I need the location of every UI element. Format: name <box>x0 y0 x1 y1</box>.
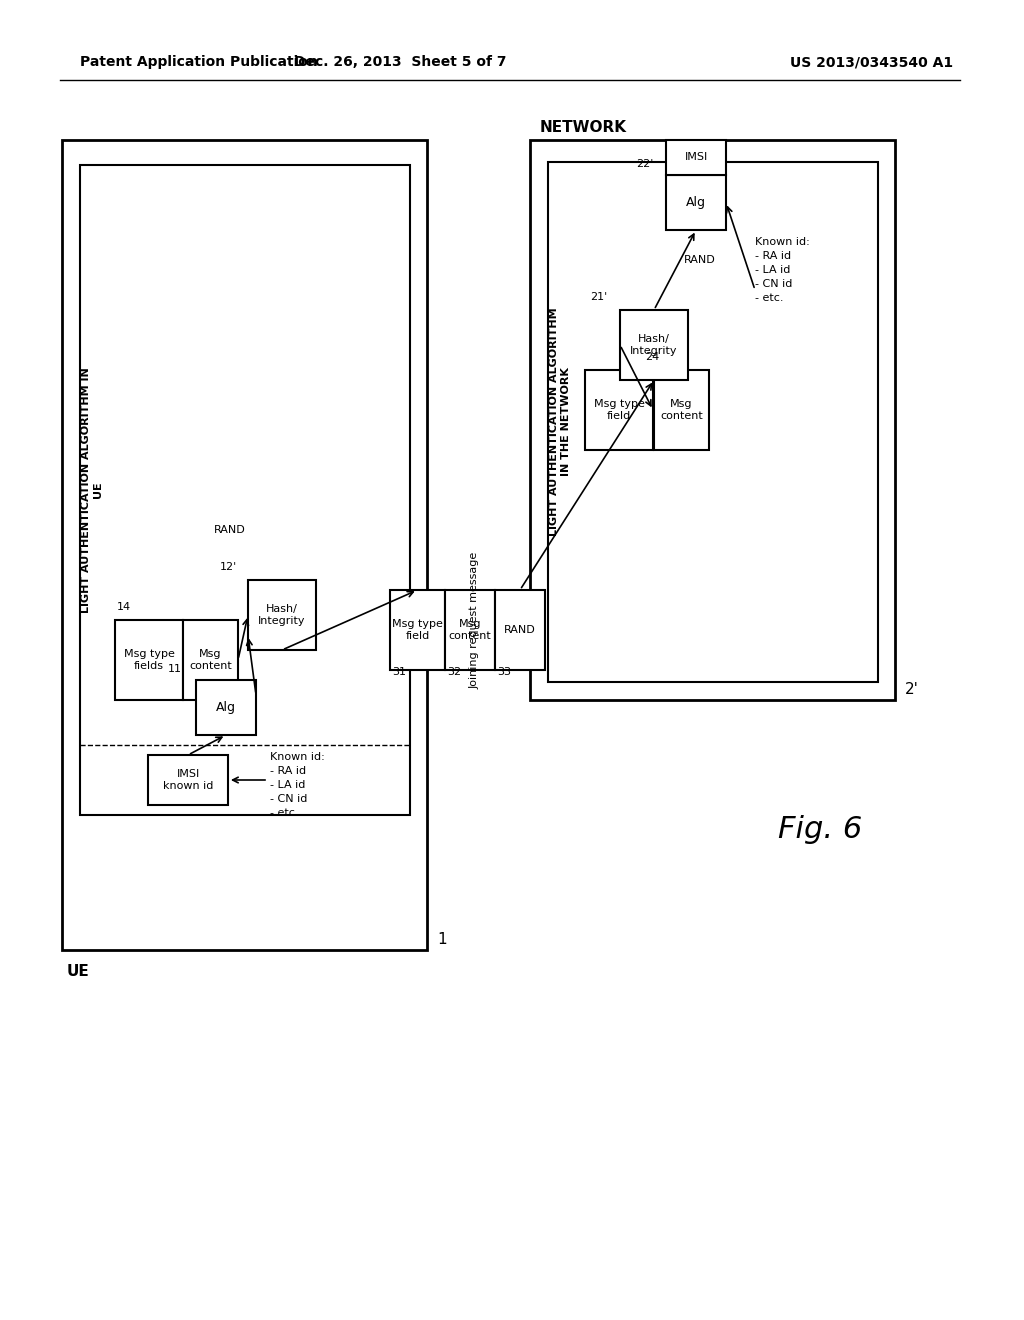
Text: Dec. 26, 2013  Sheet 5 of 7: Dec. 26, 2013 Sheet 5 of 7 <box>294 55 506 69</box>
Text: LIGHT AUTHENTICATION ALGORITHM IN
UE: LIGHT AUTHENTICATION ALGORITHM IN UE <box>81 367 102 612</box>
Bar <box>248 579 316 649</box>
Text: 12': 12' <box>220 562 238 572</box>
Text: Known id:
- RA id
- LA id
- CN id
- etc.: Known id: - RA id - LA id - CN id - etc. <box>270 752 325 818</box>
Bar <box>390 590 445 671</box>
Text: 14: 14 <box>117 602 131 612</box>
Text: 32: 32 <box>447 667 461 677</box>
Text: Joining request message: Joining request message <box>470 552 480 689</box>
Text: Alg: Alg <box>686 195 706 209</box>
Bar <box>495 590 545 671</box>
Text: 24: 24 <box>645 352 659 362</box>
Text: 33: 33 <box>497 667 511 677</box>
Text: RAND: RAND <box>684 255 716 265</box>
Bar <box>666 176 726 230</box>
Text: Msg
content: Msg content <box>449 619 492 640</box>
Bar <box>445 590 495 671</box>
Bar <box>620 310 688 380</box>
Bar <box>548 162 878 682</box>
Text: RAND: RAND <box>504 624 536 635</box>
Text: Fig. 6: Fig. 6 <box>778 816 862 845</box>
Bar <box>654 370 709 450</box>
Bar <box>585 370 653 450</box>
Text: Msg
content: Msg content <box>189 649 231 671</box>
Bar <box>80 165 410 814</box>
Text: LIGHT AUTHENTICATION ALGORITHM
IN THE NETWORK: LIGHT AUTHENTICATION ALGORITHM IN THE NE… <box>549 308 570 536</box>
Text: 11': 11' <box>168 664 185 675</box>
Bar <box>666 140 726 176</box>
Text: Msg type
field: Msg type field <box>392 619 443 640</box>
Text: UE: UE <box>67 965 90 979</box>
Text: 2': 2' <box>905 682 919 697</box>
Text: Patent Application Publication: Patent Application Publication <box>80 55 317 69</box>
Bar <box>196 680 256 735</box>
Text: Msg type
fields: Msg type fields <box>124 649 174 671</box>
Bar <box>62 140 427 950</box>
Text: Msg
content: Msg content <box>660 399 702 421</box>
Text: 31: 31 <box>392 667 406 677</box>
Text: Known id:
- RA id
- LA id
- CN id
- etc.: Known id: - RA id - LA id - CN id - etc. <box>755 238 810 304</box>
Text: RAND: RAND <box>214 525 246 535</box>
Text: Alg: Alg <box>216 701 236 714</box>
Text: 21': 21' <box>590 292 607 302</box>
Text: IMSI: IMSI <box>684 153 708 162</box>
Bar <box>115 620 183 700</box>
Text: Msg type
field: Msg type field <box>594 399 644 421</box>
Text: Hash/
Integrity: Hash/ Integrity <box>630 334 678 356</box>
Text: IMSI
known id: IMSI known id <box>163 770 213 791</box>
Text: Hash/
Integrity: Hash/ Integrity <box>258 605 306 626</box>
Text: US 2013/0343540 A1: US 2013/0343540 A1 <box>790 55 953 69</box>
Text: 22': 22' <box>636 158 653 169</box>
Text: 1: 1 <box>437 932 446 948</box>
Bar <box>148 755 228 805</box>
Text: NETWORK: NETWORK <box>540 120 627 136</box>
Bar <box>183 620 238 700</box>
Bar <box>530 140 895 700</box>
